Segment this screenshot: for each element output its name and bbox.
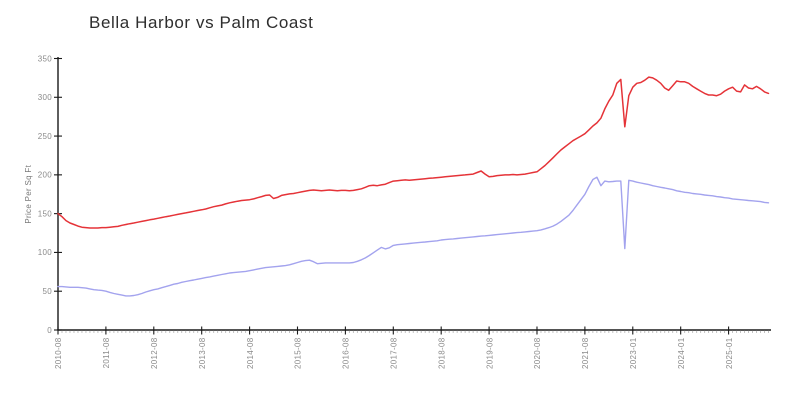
y-tick-label: 50 [43, 287, 53, 296]
y-tick-label: 100 [38, 248, 52, 257]
y-tick-label: 300 [38, 93, 52, 102]
x-tick-label: 2010-08 [54, 337, 63, 369]
x-tick-label: 2025-01 [725, 337, 734, 369]
x-tick-label: 2020-08 [533, 337, 542, 369]
series-line-palm-coast [57, 176, 770, 297]
x-tick-label: 2021-08 [581, 337, 590, 369]
x-tick-label: 2011-08 [102, 337, 111, 368]
x-tick-label: 2014-08 [246, 337, 255, 369]
chart-title: Bella Harbor vs Palm Coast [89, 13, 314, 32]
y-tick-label: 250 [38, 132, 52, 141]
x-tick-label: 2012-08 [150, 337, 159, 369]
y-axis-label: Price Per Sq Ft [24, 164, 33, 223]
y-tick-label: 0 [47, 326, 52, 335]
x-tick-label: 2015-08 [294, 337, 303, 369]
x-tick-label: 2016-08 [342, 337, 351, 369]
x-tick-label: 2024-01 [677, 337, 686, 369]
y-tick-label: 200 [38, 171, 52, 180]
y-tick-label: 150 [38, 209, 52, 218]
x-tick-label: 2013-08 [198, 337, 207, 369]
x-tick-label: 2018-08 [437, 337, 446, 369]
x-tick-label: 2017-08 [389, 337, 398, 369]
x-tick-label: 2019-08 [485, 337, 494, 369]
y-tick-label: 350 [38, 54, 52, 63]
x-tick-label: 2023-01 [629, 337, 638, 369]
series-line-bella-harbor [57, 76, 770, 229]
